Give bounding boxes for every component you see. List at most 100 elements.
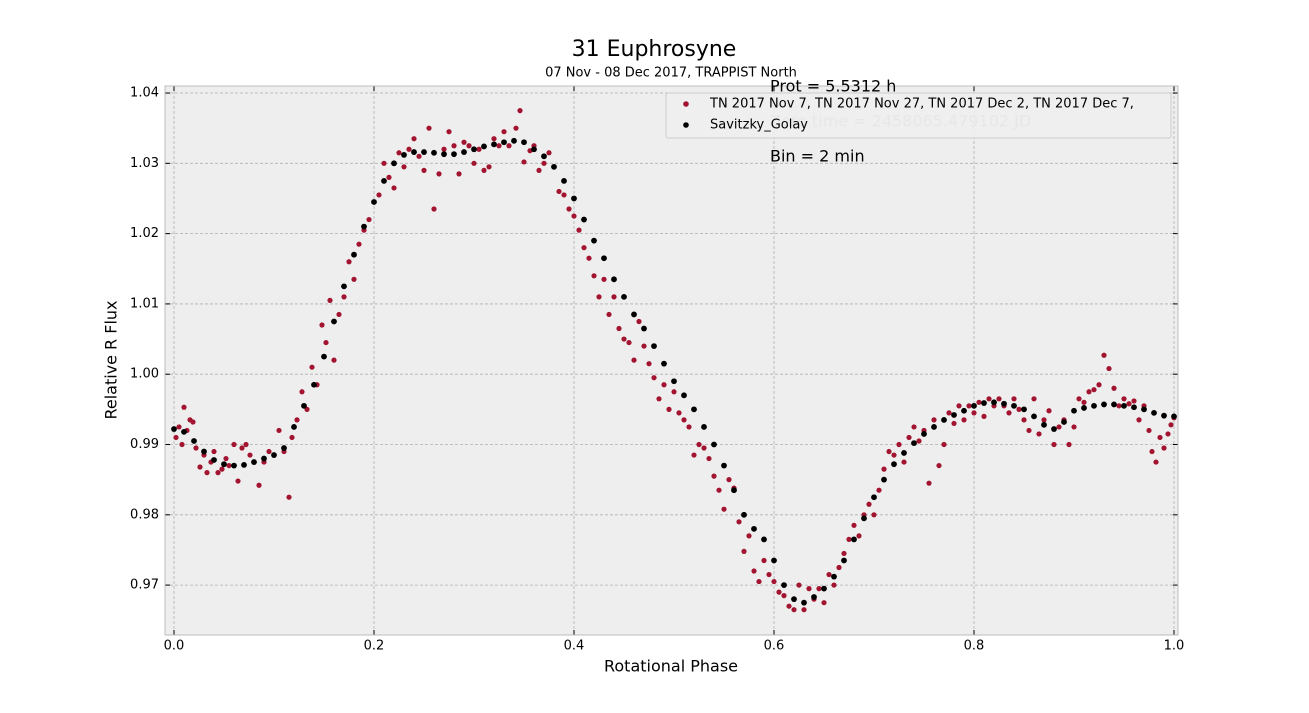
point bbox=[1161, 412, 1167, 419]
point bbox=[636, 318, 642, 325]
point bbox=[876, 487, 882, 493]
point bbox=[631, 311, 637, 318]
point bbox=[391, 160, 397, 167]
point bbox=[1126, 401, 1132, 407]
point bbox=[741, 548, 747, 554]
point bbox=[294, 417, 300, 423]
point bbox=[1006, 410, 1012, 416]
x-axis-label: Rotational Phase bbox=[604, 657, 738, 676]
point bbox=[243, 441, 249, 448]
point bbox=[851, 522, 857, 528]
point bbox=[866, 501, 872, 507]
point bbox=[1141, 406, 1147, 413]
point bbox=[701, 445, 707, 451]
legend-label: TN 2017 Nov 7, TN 2017 Nov 27, TN 2017 D… bbox=[709, 97, 1134, 112]
point bbox=[871, 512, 877, 518]
point bbox=[1071, 407, 1077, 414]
point bbox=[366, 216, 372, 223]
point bbox=[411, 149, 417, 155]
point bbox=[181, 428, 187, 435]
point bbox=[231, 462, 237, 469]
point bbox=[986, 396, 992, 402]
series bbox=[173, 108, 1177, 613]
point bbox=[451, 143, 457, 149]
y-tick-label: 1.03 bbox=[130, 156, 159, 171]
point bbox=[1131, 398, 1137, 404]
point bbox=[756, 578, 762, 585]
point bbox=[1081, 405, 1087, 411]
point bbox=[721, 462, 727, 469]
point bbox=[193, 445, 199, 451]
point bbox=[276, 427, 282, 434]
point bbox=[596, 294, 602, 300]
point bbox=[541, 153, 547, 160]
point bbox=[215, 470, 221, 476]
point bbox=[656, 396, 662, 402]
point bbox=[426, 125, 432, 131]
point bbox=[361, 223, 367, 230]
point bbox=[309, 364, 315, 370]
point bbox=[356, 241, 362, 247]
point bbox=[1121, 396, 1127, 402]
point bbox=[841, 550, 847, 557]
y-tick-label: 0.98 bbox=[130, 507, 159, 522]
point bbox=[179, 441, 185, 448]
plot-frame bbox=[164, 85, 1179, 636]
point bbox=[471, 146, 477, 153]
point bbox=[801, 599, 807, 606]
point bbox=[1091, 402, 1097, 409]
point bbox=[771, 578, 777, 585]
point bbox=[1151, 409, 1157, 416]
point bbox=[831, 582, 837, 588]
point bbox=[761, 557, 767, 564]
point bbox=[1168, 422, 1174, 428]
point bbox=[226, 462, 232, 469]
point bbox=[501, 129, 507, 135]
point bbox=[941, 416, 947, 423]
point bbox=[776, 589, 782, 595]
point bbox=[247, 452, 253, 458]
point bbox=[1031, 413, 1037, 420]
point bbox=[441, 146, 447, 152]
point bbox=[911, 440, 917, 446]
point bbox=[190, 419, 196, 425]
point bbox=[831, 573, 837, 580]
point bbox=[971, 410, 977, 416]
point bbox=[299, 389, 305, 395]
point bbox=[311, 381, 317, 388]
point bbox=[396, 150, 402, 156]
point bbox=[521, 139, 527, 146]
annotation: Prot = 5.5312 h bbox=[770, 77, 896, 96]
point bbox=[936, 462, 942, 469]
annotation: Bin = 2 min bbox=[770, 147, 865, 166]
point bbox=[841, 557, 847, 564]
point bbox=[751, 568, 757, 574]
point bbox=[1011, 396, 1017, 402]
point bbox=[711, 441, 717, 448]
point bbox=[401, 151, 407, 158]
point bbox=[1021, 406, 1027, 413]
point bbox=[971, 402, 977, 409]
point bbox=[1016, 406, 1022, 412]
point bbox=[381, 160, 387, 166]
point bbox=[173, 434, 179, 441]
point bbox=[211, 448, 217, 455]
point bbox=[746, 533, 752, 539]
point bbox=[496, 143, 502, 149]
point bbox=[1066, 441, 1072, 448]
point bbox=[716, 487, 722, 493]
point bbox=[1086, 389, 1092, 395]
point bbox=[976, 399, 982, 405]
point bbox=[386, 174, 392, 180]
x-tick-label: 0.4 bbox=[564, 639, 585, 654]
point bbox=[1051, 441, 1057, 448]
point bbox=[666, 406, 672, 412]
point bbox=[621, 293, 627, 300]
point bbox=[261, 455, 267, 462]
point bbox=[1056, 424, 1062, 430]
point bbox=[591, 237, 597, 244]
point bbox=[271, 452, 277, 458]
point bbox=[416, 153, 422, 159]
point bbox=[1101, 352, 1107, 358]
point bbox=[1041, 417, 1047, 423]
